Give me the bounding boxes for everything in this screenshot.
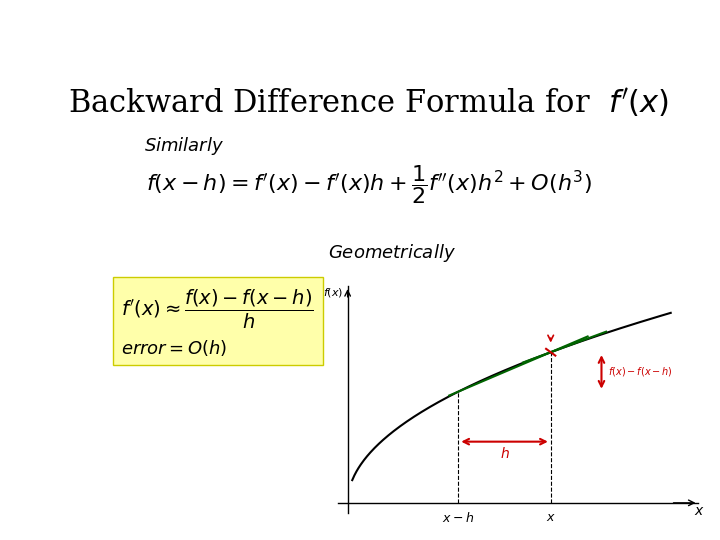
Text: Backward Difference Formula for  $f'(x)$: Backward Difference Formula for $f'(x)$	[68, 87, 670, 120]
Text: $x$: $x$	[546, 511, 556, 524]
Text: $f(x)$: $f(x)$	[323, 287, 343, 300]
Text: $f(x)-f(x-h)$: $f(x)-f(x-h)$	[608, 366, 672, 379]
Bar	[113, 276, 323, 365]
Text: $h$: $h$	[500, 446, 510, 461]
Text: $x$: $x$	[694, 504, 704, 518]
Text: $\it{Geometrically}$: $\it{Geometrically}$	[328, 242, 456, 265]
Text: $error = O(h)$: $error = O(h)$	[121, 338, 228, 358]
Text: $\it{Similarly}$: $\it{Similarly}$	[144, 134, 225, 157]
Text: $f(x-h) = f'(x) - f'(x)h + \dfrac{1}{2}f''(x)h^2 + O(h^3)$: $f(x-h) = f'(x) - f'(x)h + \dfrac{1}{2}f…	[146, 163, 592, 206]
Text: $x-h$: $x-h$	[442, 511, 474, 525]
Text: 5: 5	[622, 458, 632, 476]
Text: $f'(x) \approx \dfrac{f(x) - f(x-h)}{h}$: $f'(x) \approx \dfrac{f(x) - f(x-h)}{h}$	[122, 288, 314, 331]
